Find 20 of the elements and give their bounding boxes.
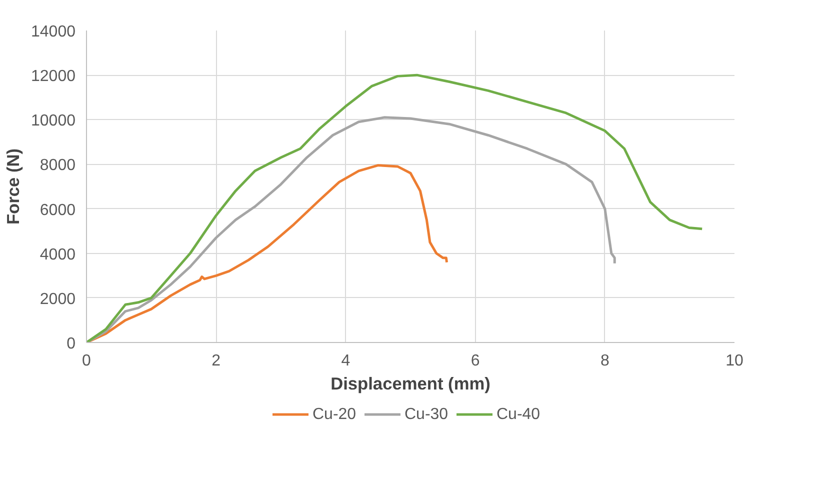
line-series [86,74,704,342]
y-tick-label: 14000 [31,24,76,40]
x-tick-label: 6 [470,352,480,370]
legend-label: Cu-40 [496,406,540,423]
y-tick-label: 0 [66,336,76,352]
x-tick-label: 10 [726,352,744,370]
y-tick-label: 6000 [40,202,76,219]
legend-label: Cu-30 [404,406,448,423]
y-tick-label: 4000 [40,246,76,264]
x-tick-label: 4 [341,352,350,370]
legend-label: Cu-20 [312,406,356,423]
y-axis-title: Force (N) [3,148,24,225]
x-tick-label: 0 [82,352,92,370]
y-tick-label: 2000 [40,290,76,308]
x-axis-title: Displacement (mm) [330,374,490,394]
y-tick-label: 10000 [31,112,76,130]
x-tick-label: 2 [212,352,221,370]
y-tick-label: 12000 [31,68,76,86]
x-tick-label: 8 [600,352,610,370]
y-tick-label: 8000 [40,157,76,174]
